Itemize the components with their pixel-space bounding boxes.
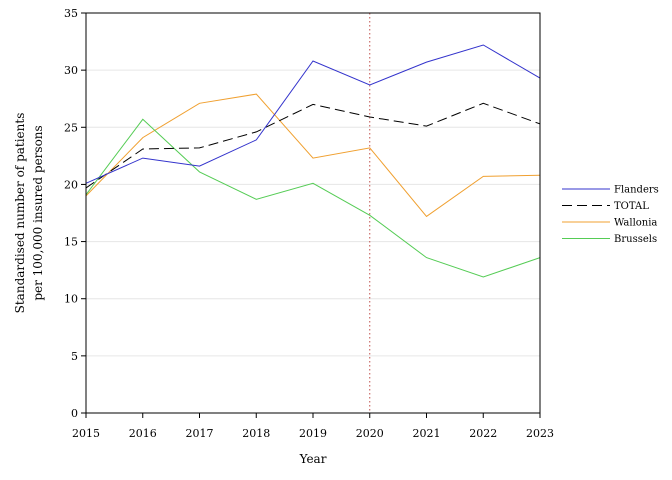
y-axis-label-line-1: Standardised number of patients xyxy=(13,113,27,314)
y-tick-label-25: 25 xyxy=(64,121,78,134)
legend-label-total: TOTAL xyxy=(614,201,649,212)
x-tick-label-2018: 2018 xyxy=(242,427,270,440)
series-line-wallonia xyxy=(85,93,541,218)
gridlines xyxy=(86,69,540,357)
y-tick-label-5: 5 xyxy=(71,350,78,363)
x-tick-label-2015: 2015 xyxy=(72,427,100,440)
series-line-flanders xyxy=(85,44,541,184)
series-lines xyxy=(85,44,541,278)
legend: Flanders TOTAL Wallonia Brussels xyxy=(562,185,659,245)
legend-label-brussels: Brussels xyxy=(614,234,657,245)
x-tick-label-2019: 2019 xyxy=(299,427,327,440)
y-tick-label-30: 30 xyxy=(64,64,78,77)
x-axis-label: Year xyxy=(299,452,327,466)
x-tick-label-2016: 2016 xyxy=(129,427,157,440)
y-tick-label-0: 0 xyxy=(71,407,78,420)
x-tick-label-2021: 2021 xyxy=(413,427,441,440)
series-line-brussels xyxy=(85,118,541,278)
x-tick-label-2023: 2023 xyxy=(526,427,554,440)
y-tick-label-35: 35 xyxy=(64,7,78,20)
y-axis-label-line-2: per 100,000 insured persons xyxy=(31,125,45,300)
y-axis-ticks: 0 5 10 15 20 25 30 35 xyxy=(64,7,86,420)
series-line-total xyxy=(85,102,541,189)
legend-label-wallonia: Wallonia xyxy=(614,218,657,229)
x-tick-label-2020: 2020 xyxy=(356,427,384,440)
legend-label-flanders: Flanders xyxy=(614,185,659,196)
y-tick-label-15: 15 xyxy=(64,236,78,249)
x-tick-label-2017: 2017 xyxy=(186,427,214,440)
y-tick-label-10: 10 xyxy=(64,293,78,306)
x-tick-label-2022: 2022 xyxy=(469,427,497,440)
x-axis-ticks: 2015 2016 2017 2018 2019 2020 2021 2022 2023 xyxy=(72,413,554,440)
y-tick-label-20: 20 xyxy=(64,178,78,191)
